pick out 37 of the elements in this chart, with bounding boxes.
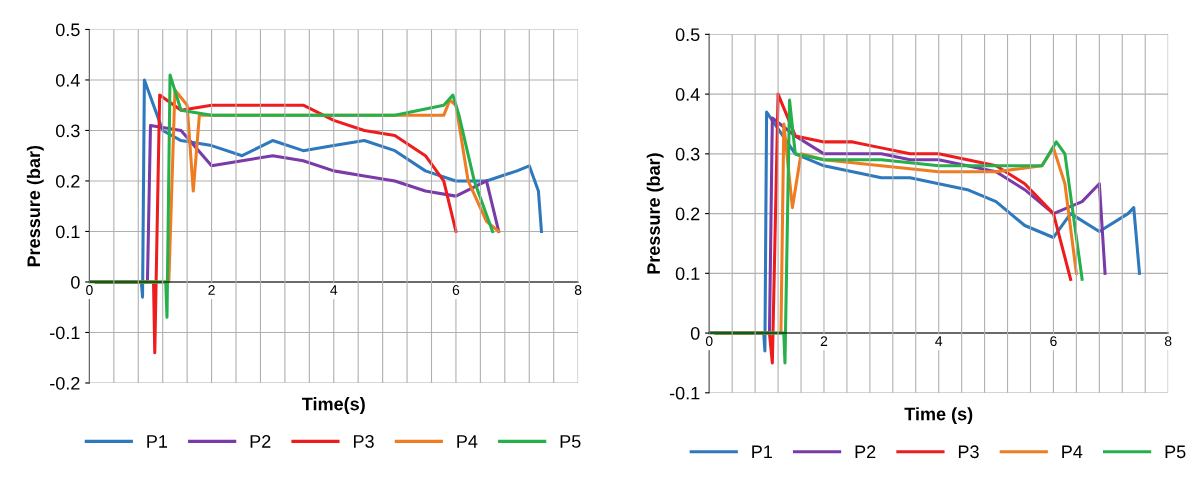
legend-label: P1 (147, 435, 168, 448)
y-axis-title: Pressure (bar) (26, 145, 44, 267)
x-axis-title: Time(s) (302, 397, 365, 414)
x-tick-label: 0 (86, 285, 93, 295)
x-tick-label: 0 (705, 336, 713, 347)
y-tick-label: 0.1 (675, 267, 700, 281)
legend-label: P4 (1062, 445, 1083, 458)
x-tick-label: 6 (452, 285, 460, 295)
legend-label: P2 (250, 435, 271, 448)
legend-label: P2 (855, 445, 876, 458)
y-tick-label: 0.5 (55, 23, 80, 37)
legend-label: P5 (560, 435, 581, 448)
y-axis-title: Pressure (bar) (646, 153, 664, 274)
x-tick-label: 6 (1050, 336, 1057, 347)
x-axis-title: Time (s) (904, 407, 973, 424)
y-tick-label: 0.4 (675, 88, 700, 101)
y-tick-label: -0.1 (669, 386, 700, 400)
x-tick-label: 2 (208, 285, 215, 295)
x-tick-label: 8 (1164, 336, 1172, 347)
x-tick-label: 2 (820, 336, 828, 346)
y-tick-label: 0.4 (55, 73, 80, 87)
legend-label: P3 (958, 445, 979, 459)
legend-label: P4 (457, 435, 478, 448)
y-tick-label: -0.2 (50, 376, 80, 390)
y-tick-label: 0.3 (55, 124, 80, 138)
x-tick-label: 4 (935, 336, 943, 346)
x-tick-label: 8 (574, 285, 582, 295)
y-tick-label: 0.3 (675, 147, 700, 161)
y-tick-label: 0.1 (55, 225, 80, 239)
y-tick-label: 0.2 (55, 174, 80, 188)
y-tick-label: -0.1 (50, 326, 80, 340)
legend-label: P5 (1165, 445, 1186, 459)
legend-label: P1 (752, 445, 772, 458)
y-tick-label: 0.5 (675, 28, 700, 42)
x-tick-label: 4 (330, 285, 338, 295)
y-tick-label: 0.2 (675, 207, 700, 221)
legend-label: P3 (353, 435, 374, 448)
